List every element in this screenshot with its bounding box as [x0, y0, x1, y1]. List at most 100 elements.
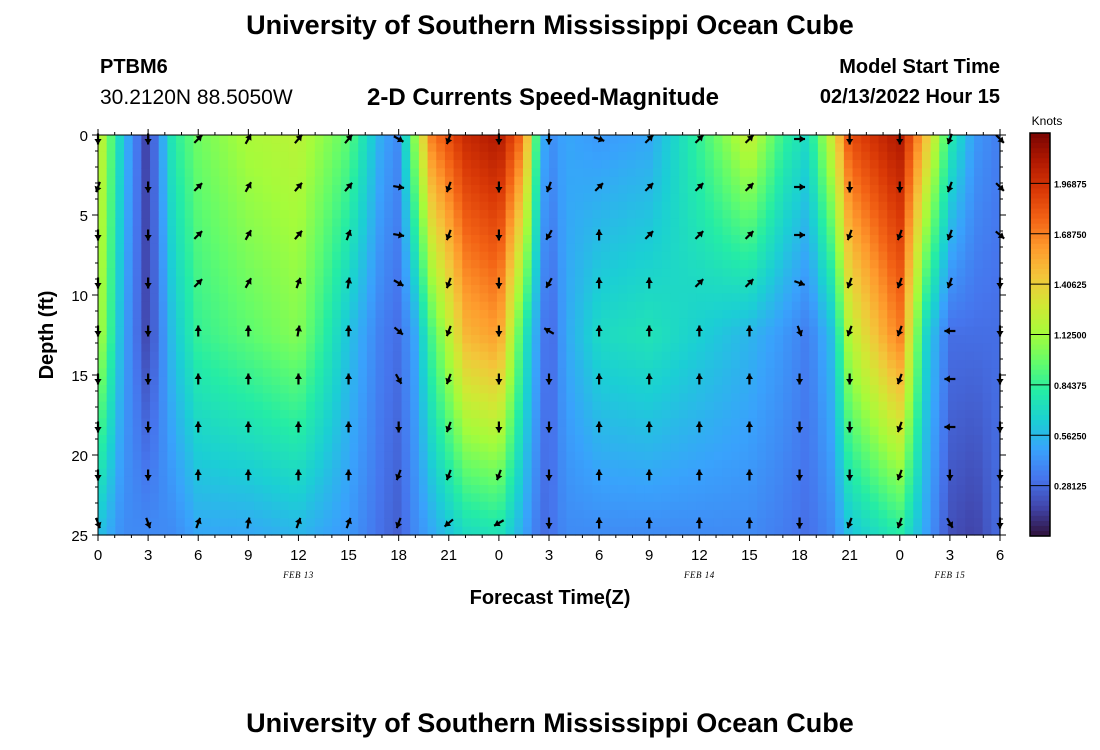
heatmap-cell — [150, 176, 160, 186]
heatmap-cell — [392, 218, 403, 228]
heatmap-cell — [670, 476, 680, 486]
heatmap-cell — [479, 518, 489, 528]
heatmap-cell — [705, 276, 715, 286]
heatmap-cell — [418, 176, 429, 186]
heatmap-cell — [176, 243, 186, 253]
heatmap-cell — [462, 210, 472, 219]
heatmap-cell — [557, 476, 567, 486]
heatmap-cell — [522, 251, 533, 261]
heatmap-cell — [696, 318, 706, 328]
heatmap-cell — [722, 376, 732, 386]
heatmap-cell — [722, 501, 732, 511]
heatmap-cell — [184, 235, 194, 244]
heatmap-cell — [913, 310, 923, 319]
heatmap-cell — [167, 301, 177, 311]
heatmap-cell — [644, 485, 654, 494]
heatmap-cell — [731, 526, 741, 536]
heatmap-cell — [132, 401, 142, 411]
heatmap-cell — [566, 385, 576, 394]
heatmap-cell — [193, 460, 203, 469]
heatmap-cell — [332, 143, 342, 153]
heatmap-cell — [228, 193, 238, 203]
heatmap-cell — [601, 410, 611, 419]
heatmap-cell — [601, 435, 611, 444]
heatmap-cell — [713, 393, 724, 403]
heatmap-cell — [262, 235, 273, 244]
heatmap-cell — [809, 201, 819, 211]
heatmap-cell — [566, 151, 576, 161]
heatmap-cell — [791, 460, 802, 469]
heatmap-cell — [817, 385, 828, 394]
heatmap-cell — [852, 185, 862, 194]
heatmap-cell — [687, 218, 698, 228]
heatmap-cell — [557, 310, 567, 319]
heatmap-cell — [930, 276, 940, 286]
heatmap-cell — [661, 151, 672, 161]
heatmap-cell — [757, 410, 767, 419]
heatmap-cell — [982, 351, 992, 361]
heatmap-cell — [549, 293, 559, 303]
heatmap-cell — [696, 385, 706, 394]
heatmap-cell — [254, 376, 264, 386]
heatmap-cell — [783, 468, 793, 478]
heatmap-cell — [540, 176, 550, 186]
heatmap-cell — [549, 218, 559, 228]
heatmap-cell — [549, 160, 559, 169]
heatmap-cell — [323, 176, 333, 186]
heatmap-cell — [618, 343, 628, 353]
heatmap-cell — [878, 393, 888, 403]
heatmap-cell — [783, 343, 793, 353]
heatmap-cell — [722, 210, 732, 219]
heatmap-cell — [280, 135, 290, 144]
heatmap-cell — [895, 143, 906, 153]
heatmap-cell — [991, 501, 1001, 511]
heatmap-cell — [930, 285, 940, 294]
heatmap-cell — [410, 393, 420, 403]
heatmap-cell — [713, 435, 724, 444]
heatmap-cell — [349, 301, 359, 311]
heatmap-cell — [852, 218, 862, 228]
heatmap-cell — [375, 268, 385, 278]
heatmap-cell — [271, 135, 281, 144]
heatmap-cell — [210, 260, 221, 269]
heatmap-cell — [193, 451, 203, 461]
heatmap-cell — [601, 151, 611, 161]
heatmap-cell — [843, 368, 854, 378]
heatmap-cell — [124, 426, 134, 436]
heatmap-cell — [887, 293, 897, 303]
heatmap-cell — [132, 285, 142, 294]
heatmap-cell — [479, 501, 489, 511]
heatmap-cell — [184, 410, 194, 419]
heatmap-cell — [531, 226, 541, 236]
heatmap-cell — [254, 268, 264, 278]
heatmap-cell — [852, 318, 862, 328]
heatmap-cell — [991, 343, 1001, 353]
heatmap-cell — [566, 168, 576, 178]
heatmap-cell — [800, 210, 810, 219]
heatmap-cell — [861, 443, 871, 453]
heatmap-cell — [418, 418, 429, 428]
heatmap-cell — [132, 476, 142, 486]
heatmap-cell — [653, 293, 663, 303]
heatmap-cell — [297, 301, 307, 311]
heatmap-cell — [687, 510, 698, 519]
heatmap-cell — [375, 243, 385, 253]
heatmap-cell — [679, 376, 689, 386]
heatmap-cell — [904, 476, 914, 486]
heatmap-cell — [826, 185, 836, 194]
heatmap-cell — [592, 410, 602, 419]
heatmap-cell — [132, 260, 142, 269]
heatmap-cell — [722, 235, 732, 244]
heatmap-cell — [817, 151, 828, 161]
heatmap-cell — [939, 393, 949, 403]
heatmap-cell — [297, 276, 307, 286]
heatmap-cell — [436, 218, 446, 228]
heatmap-cell — [575, 235, 585, 244]
heatmap-cell — [895, 393, 906, 403]
heatmap-cell — [939, 143, 949, 153]
heatmap-cell — [401, 360, 411, 369]
heatmap-cell — [262, 518, 273, 528]
heatmap-cell — [124, 460, 134, 469]
heatmap-cell — [679, 393, 689, 403]
heatmap-cell — [878, 268, 888, 278]
